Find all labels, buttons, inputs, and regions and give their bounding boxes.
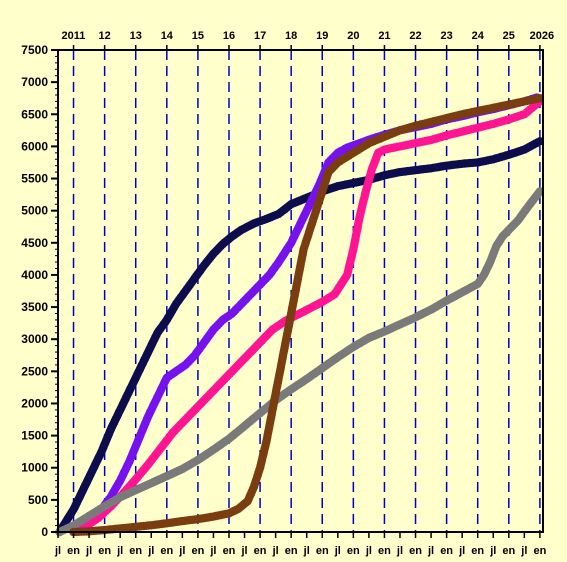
y-tick-label: 3500 [21,300,48,314]
y-tick-label: 500 [28,493,48,507]
year-label: 15 [192,30,204,42]
y-tick-label: 5000 [21,204,48,218]
month-label: en [67,545,80,557]
y-tick-label: 4000 [21,268,48,282]
month-label: jl [303,545,310,557]
year-label: 17 [254,30,266,42]
x-axis-bottom-months: jl en jl en jl en jl en jl en jl en jl en jl en jl en jl en… [54,532,547,557]
y-tick-label: 6000 [21,139,48,153]
month-label: en [223,545,236,557]
year-label: 12 [99,30,111,42]
y-tick-label: 0 [41,525,48,539]
y-axis: 0 500 1000 1500 2000 2500 3000 3500 4000 4500 5000… [21,43,58,539]
series-3 [55,187,545,537]
year-label: 2011 [62,30,86,42]
month-label: en [533,545,546,557]
month-label: jl [209,545,216,557]
month-label: jl [272,545,279,557]
month-label: en [191,545,204,557]
month-label: en [409,545,422,557]
year-label: 23 [440,30,452,42]
series-0 [55,137,545,537]
month-label: jl [54,545,61,557]
month-label: en [440,545,453,557]
month-label: jl [489,545,496,557]
y-tick-label: 1500 [21,429,48,443]
year-label: 13 [130,30,142,42]
data-series [55,93,545,537]
series-2 [69,97,545,537]
y-tick-label: 3000 [21,332,48,346]
y-tick-label: 7000 [21,75,48,89]
month-label: en [254,545,267,557]
y-tick-label: 4500 [21,236,48,250]
y-tick-label: 2000 [21,396,48,410]
month-label: jl [147,545,154,557]
y-tick-label: 6500 [21,107,48,121]
month-label: en [471,545,484,557]
month-label: en [347,545,360,557]
year-label: 16 [223,30,235,42]
plot-frame [57,49,544,533]
series-4 [69,94,545,537]
y-tick-label: 7500 [21,43,48,57]
year-label: 2026 [530,30,554,42]
year-label: 14 [161,30,174,42]
year-label: 25 [503,30,515,42]
month-label: jl [520,545,527,557]
month-label: en [285,545,298,557]
y-tick-label: 5500 [21,172,48,186]
x-axis-top-years: 2011 12 13 14 15 16 17 18 19 20 21 22 23 24 25 2026 [62,30,554,50]
month-label: en [98,545,111,557]
y-tick-label: 1000 [21,461,48,475]
month-label: jl [427,545,434,557]
year-label: 20 [347,30,359,42]
year-label: 22 [409,30,421,42]
month-label: en [160,545,173,557]
month-label: jl [178,545,185,557]
month-label: jl [116,545,123,557]
year-label: 19 [316,30,328,42]
month-label: jl [365,545,372,557]
y-tick-label: 2500 [21,364,48,378]
year-label: 21 [378,30,390,42]
year-label: 18 [285,30,297,42]
month-label: jl [240,545,247,557]
year-label: 24 [472,30,485,42]
month-label: en [378,545,391,557]
month-label: jl [458,545,465,557]
month-label: jl [85,545,92,557]
month-label: jl [334,545,341,557]
month-label: en [316,545,329,557]
month-label: en [502,545,515,557]
month-label: en [129,545,142,557]
month-label: jl [396,545,403,557]
